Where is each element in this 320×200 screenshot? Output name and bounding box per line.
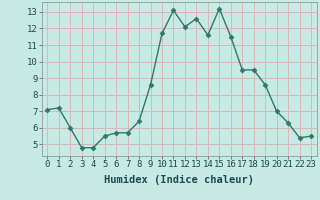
X-axis label: Humidex (Indice chaleur): Humidex (Indice chaleur) [104, 175, 254, 185]
